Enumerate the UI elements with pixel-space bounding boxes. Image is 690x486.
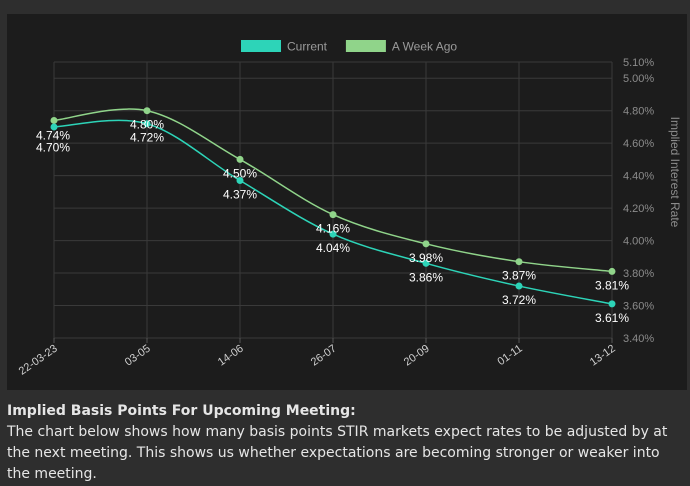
x-tick-label: 20-09 (402, 343, 432, 369)
data-label-current: 4.72% (130, 131, 164, 145)
legend-label-current: Current (287, 40, 328, 54)
data-point-current (608, 300, 616, 308)
data-label-current: 4.37% (223, 188, 257, 202)
y-tick-label: 3.40% (623, 333, 654, 345)
section-body: The chart below shows how many basis poi… (7, 424, 668, 482)
data-label-a-week-ago: 4.80% (130, 118, 164, 132)
y-tick-label: 5.00% (623, 73, 654, 85)
data-point-a-week-ago (329, 211, 337, 219)
data-point-a-week-ago (50, 116, 58, 124)
data-label-current: 3.61% (595, 311, 629, 325)
y-tick-label: 4.60% (623, 138, 654, 150)
x-tick-label: 01-11 (495, 343, 524, 369)
y-tick-label: 4.80% (623, 106, 654, 118)
x-tick-label: 03-05 (123, 343, 153, 369)
data-point-a-week-ago (608, 267, 616, 275)
data-label-current: 4.04% (316, 241, 350, 255)
data-point-current (236, 177, 244, 185)
y-axis-title: Implied Interest Rate (668, 117, 682, 228)
x-tick-label: 13-12 (588, 343, 618, 369)
data-point-a-week-ago (515, 258, 523, 266)
data-label-a-week-ago: 4.50% (223, 166, 257, 180)
data-label-a-week-ago: 3.81% (595, 278, 629, 292)
data-label-a-week-ago: 3.98% (409, 251, 443, 265)
line-chart: 3.40% 3.60% 3.80% 4.00% 4.20% 4.40% 4.60% 4.80%… (17, 40, 682, 378)
data-label-a-week-ago: 4.74% (36, 128, 70, 142)
data-point-current (329, 230, 337, 238)
y-tick-label: 3.60% (623, 301, 654, 313)
data-point-current (143, 120, 151, 128)
grid-lines (53, 61, 613, 343)
data-point-current (422, 259, 430, 267)
legend: Current A Week Ago (241, 40, 457, 54)
x-tick-label: 26-07 (309, 343, 339, 369)
y-tick-label: 4.20% (623, 203, 654, 215)
data-point-current (515, 282, 523, 290)
y-tick-label: 4.00% (623, 236, 654, 248)
y-tick-label: 4.40% (623, 171, 654, 183)
data-label-current: 3.86% (409, 270, 443, 284)
y-tick-label: 5.10% (623, 57, 654, 69)
legend-swatch-current (241, 40, 281, 52)
data-label-current: 4.70% (36, 140, 70, 154)
data-label-a-week-ago: 3.87% (502, 269, 536, 283)
x-tick-label: 22-03-23 (17, 343, 60, 378)
data-label-current: 3.72% (502, 293, 536, 307)
data-point-a-week-ago (422, 240, 430, 248)
data-point-a-week-ago (236, 155, 244, 163)
data-label-a-week-ago: 4.16% (316, 222, 350, 236)
legend-swatch-a-week-ago (345, 40, 386, 52)
chart-panel: 3.40% 3.60% 3.80% 4.00% 4.20% 4.40% 4.60% 4.80%… (7, 14, 687, 390)
y-tick-label: 3.80% (623, 268, 654, 280)
section-heading: Implied Basis Points For Upcoming Meetin… (7, 403, 356, 419)
legend-label-a-week-ago: A Week Ago (392, 40, 457, 54)
data-point-a-week-ago (143, 107, 151, 115)
x-tick-label: 14-06 (216, 343, 246, 369)
data-point-current (50, 123, 58, 131)
description-block: Implied Basis Points For Upcoming Meetin… (7, 402, 683, 485)
